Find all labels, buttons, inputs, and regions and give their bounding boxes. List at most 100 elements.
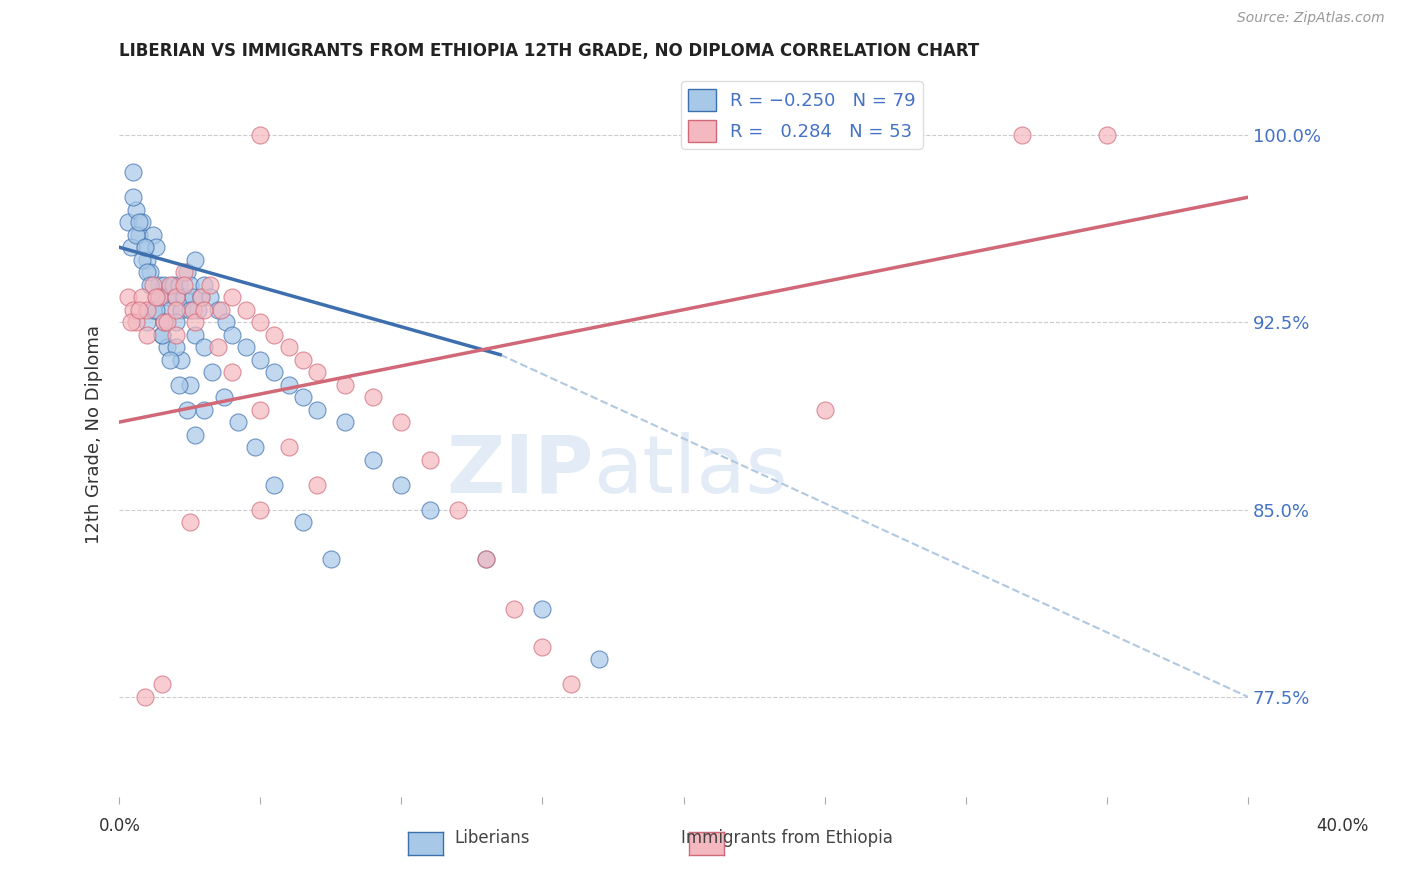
Point: [120, 315, 142, 329]
Point: [131, 290, 153, 304]
Point: [235, 340, 257, 354]
Point: [475, 552, 498, 566]
Legend: R = −0.250   N = 79, R =   0.284   N = 53: R = −0.250 N = 79, R = 0.284 N = 53: [682, 81, 922, 149]
Point: [128, 215, 150, 229]
Point: [263, 477, 285, 491]
Point: [249, 128, 271, 142]
Point: [128, 302, 150, 317]
Point: [305, 402, 328, 417]
Point: [184, 315, 207, 329]
Point: [131, 252, 153, 267]
Point: [131, 215, 153, 229]
Point: [134, 240, 156, 254]
Point: [263, 327, 285, 342]
Point: [150, 327, 173, 342]
Point: [176, 402, 198, 417]
Point: [588, 652, 610, 666]
Point: [125, 315, 148, 329]
Point: [212, 390, 235, 404]
Point: [391, 415, 413, 429]
Point: [207, 340, 229, 354]
Point: [179, 277, 201, 292]
Point: [165, 290, 187, 304]
Point: [125, 227, 148, 242]
Point: [165, 290, 187, 304]
Point: [201, 365, 224, 379]
Point: [136, 315, 159, 329]
Point: [560, 677, 582, 691]
Point: [173, 265, 195, 279]
Point: [156, 340, 179, 354]
Point: [179, 302, 201, 317]
Point: [361, 390, 384, 404]
Point: [193, 402, 215, 417]
Point: [122, 190, 145, 204]
Point: [142, 277, 165, 292]
Point: [235, 302, 257, 317]
Text: atlas: atlas: [593, 432, 787, 510]
Point: [170, 352, 193, 367]
Point: [136, 302, 159, 317]
Point: [1095, 128, 1118, 142]
Text: Immigrants from Ethiopia: Immigrants from Ethiopia: [682, 829, 893, 847]
Point: [181, 302, 204, 317]
Point: [207, 302, 229, 317]
Text: LIBERIAN VS IMMIGRANTS FROM ETHIOPIA 12TH GRADE, NO DIPLOMA CORRELATION CHART: LIBERIAN VS IMMIGRANTS FROM ETHIOPIA 12T…: [120, 42, 980, 60]
Point: [170, 302, 193, 317]
Point: [134, 690, 156, 704]
Point: [249, 352, 271, 367]
Point: [814, 402, 837, 417]
Point: [361, 452, 384, 467]
Point: [136, 265, 159, 279]
Point: [153, 277, 176, 292]
Point: [122, 165, 145, 179]
Point: [249, 315, 271, 329]
Text: Source: ZipAtlas.com: Source: ZipAtlas.com: [1237, 12, 1385, 25]
Point: [243, 440, 266, 454]
Point: [156, 315, 179, 329]
Point: [159, 277, 181, 292]
Point: [165, 340, 187, 354]
Point: [150, 327, 173, 342]
Point: [136, 252, 159, 267]
Point: [249, 402, 271, 417]
Point: [193, 302, 215, 317]
Point: [391, 477, 413, 491]
Point: [277, 377, 299, 392]
Point: [145, 290, 167, 304]
Point: [333, 415, 356, 429]
Y-axis label: 12th Grade, No Diploma: 12th Grade, No Diploma: [86, 325, 103, 544]
Point: [277, 340, 299, 354]
Point: [122, 302, 145, 317]
Point: [291, 390, 314, 404]
Point: [447, 502, 470, 516]
Point: [179, 515, 201, 529]
Point: [215, 315, 238, 329]
Point: [419, 452, 441, 467]
Point: [176, 265, 198, 279]
Point: [190, 290, 212, 304]
Point: [305, 477, 328, 491]
Point: [226, 415, 249, 429]
Point: [277, 440, 299, 454]
Point: [153, 315, 176, 329]
Point: [263, 365, 285, 379]
Point: [198, 290, 221, 304]
Point: [184, 327, 207, 342]
Point: [167, 277, 190, 292]
Point: [1011, 128, 1033, 142]
Point: [221, 290, 243, 304]
Point: [159, 352, 181, 367]
Point: [139, 277, 162, 292]
Point: [190, 290, 212, 304]
Point: [187, 302, 209, 317]
Point: [142, 227, 165, 242]
Point: [531, 602, 554, 616]
Text: Liberians: Liberians: [454, 829, 530, 847]
Point: [184, 252, 207, 267]
Point: [165, 302, 187, 317]
Point: [136, 327, 159, 342]
Point: [475, 552, 498, 566]
Point: [165, 315, 187, 329]
Point: [333, 377, 356, 392]
